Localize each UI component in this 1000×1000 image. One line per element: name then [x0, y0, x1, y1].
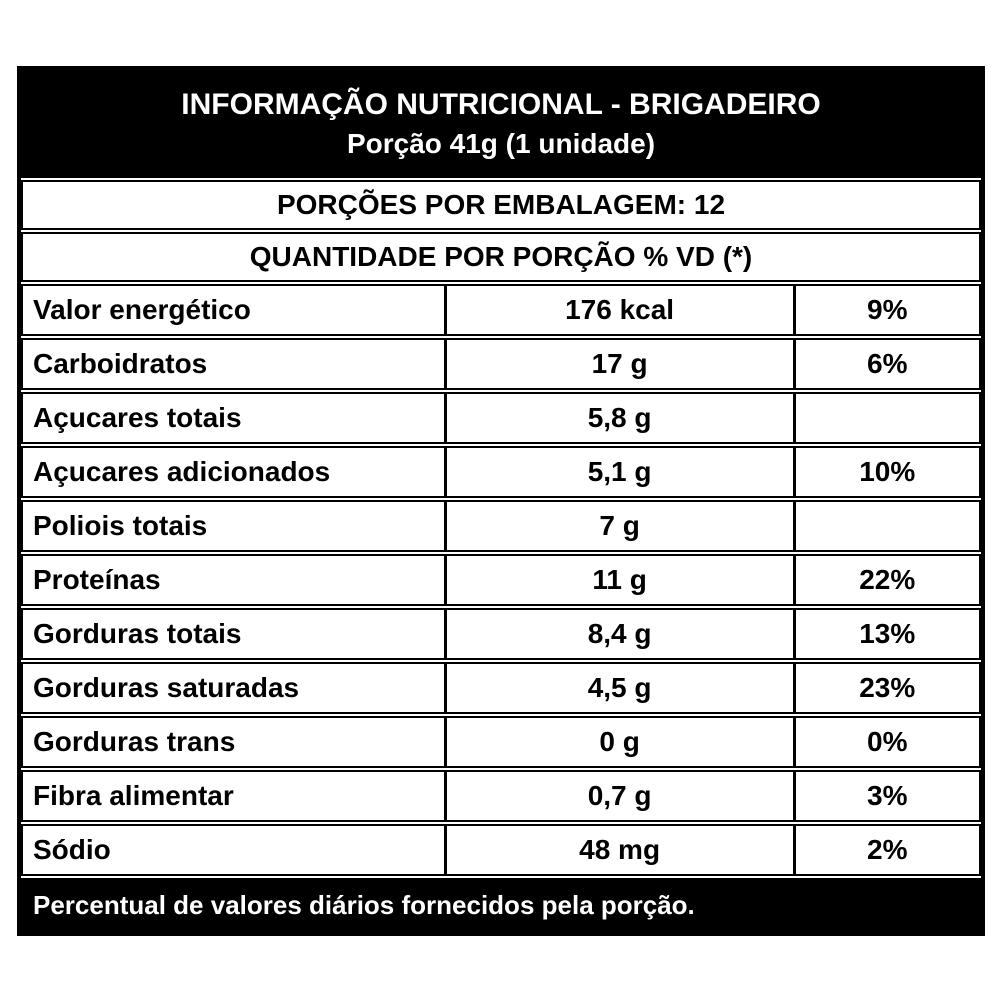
nutrient-amount: 17 g: [443, 340, 793, 388]
nutrient-dv: 10%: [792, 448, 979, 496]
table-row: Carboidratos 17 g 6%: [21, 338, 981, 390]
column-header-text: QUANTIDADE POR PORÇÃO % VD (*): [249, 241, 753, 272]
label-header: INFORMAÇÃO NUTRICIONAL - BRIGADEIRO Porç…: [21, 70, 981, 178]
column-header-row: QUANTIDADE POR PORÇÃO % VD (*): [21, 232, 981, 282]
table-row: Proteínas 11 g 22%: [21, 554, 981, 606]
nutrient-amount: 8,4 g: [443, 610, 793, 658]
table-row: Açucares totais 5,8 g: [21, 392, 981, 444]
label-footnote: Percentual de valores diários fornecidos…: [21, 878, 981, 932]
nutrient-amount: 0 g: [443, 718, 793, 766]
nutrient-amount: 4,5 g: [443, 664, 793, 712]
nutrient-amount: 176 kcal: [443, 286, 793, 334]
nutrition-label: INFORMAÇÃO NUTRICIONAL - BRIGADEIRO Porç…: [17, 66, 985, 936]
table-row: Açucares adicionados 5,1 g 10%: [21, 446, 981, 498]
table-row: Gorduras trans 0 g 0%: [21, 716, 981, 768]
nutrient-label: Fibra alimentar: [33, 780, 234, 811]
nutrient-amount: 7 g: [443, 502, 793, 550]
nutrient-label: Gorduras saturadas: [33, 672, 300, 703]
serving-size: Porção 41g (1 unidade): [346, 128, 656, 159]
nutrient-label: Proteínas: [33, 564, 161, 595]
nutrient-dv: 13%: [792, 610, 979, 658]
label-title: INFORMAÇÃO NUTRICIONAL - BRIGADEIRO: [181, 88, 821, 121]
nutrient-dv: 6%: [792, 340, 979, 388]
table-row: Sódio 48 mg 2%: [21, 824, 981, 876]
nutrient-dv: [792, 394, 979, 442]
nutrient-label: Poliois totais: [33, 510, 208, 541]
nutrient-label: Gorduras totais: [33, 618, 242, 649]
nutrient-dv: 3%: [792, 772, 979, 820]
nutrient-amount: 0,7 g: [443, 772, 793, 820]
table-row: Valor energético 176 kcal 9%: [21, 284, 981, 336]
nutrient-dv: 23%: [792, 664, 979, 712]
nutrient-dv: 2%: [792, 826, 979, 874]
table-row: Gorduras saturadas 4,5 g 23%: [21, 662, 981, 714]
nutrient-amount: 11 g: [443, 556, 793, 604]
servings-per-package-row: PORÇÕES POR EMBALAGEM: 12: [21, 180, 981, 230]
nutrient-dv: 22%: [792, 556, 979, 604]
nutrient-dv: [792, 502, 979, 550]
nutrient-amount: 5,1 g: [443, 448, 793, 496]
nutrient-label: Açucares adicionados: [33, 456, 331, 487]
footnote-text: Percentual de valores diários fornecidos…: [33, 889, 695, 920]
nutrient-dv: 9%: [792, 286, 979, 334]
nutrient-label: Gorduras trans: [33, 726, 236, 757]
nutrient-label: Açucares totais: [33, 402, 242, 433]
nutrient-label: Sódio: [33, 834, 111, 865]
nutrient-label: Valor energético: [33, 294, 251, 325]
table-row: Poliois totais 7 g: [21, 500, 981, 552]
servings-per-package-text: PORÇÕES POR EMBALAGEM: 12: [276, 189, 726, 220]
nutrient-amount: 5,8 g: [443, 394, 793, 442]
table-row: Fibra alimentar 0,7 g 3%: [21, 770, 981, 822]
nutrient-dv: 0%: [792, 718, 979, 766]
nutrient-label: Carboidratos: [33, 348, 208, 379]
table-row: Gorduras totais 8,4 g 13%: [21, 608, 981, 660]
nutrient-amount: 48 mg: [443, 826, 793, 874]
